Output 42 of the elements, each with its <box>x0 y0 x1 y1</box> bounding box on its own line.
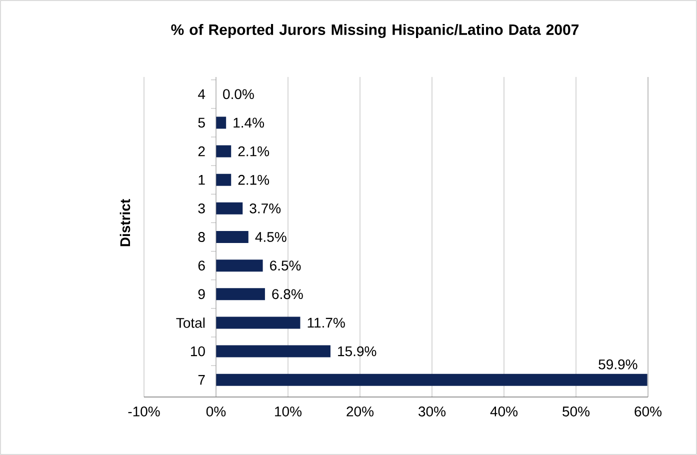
x-tick-label: 50% <box>562 406 590 416</box>
y-tick-label: 7 <box>198 375 205 385</box>
bar <box>216 316 300 329</box>
bar <box>216 231 248 243</box>
x-tick-label: 0% <box>206 406 226 416</box>
bar <box>216 202 243 214</box>
bar <box>216 174 232 186</box>
data-label: 4.5% <box>255 232 286 242</box>
chart-title: % of Reported Jurors Missing Hispanic/Latino Data 2007 <box>171 24 579 38</box>
data-label: 1.4% <box>234 118 264 128</box>
data-label: 59.9% <box>598 359 638 370</box>
y-tick-label: 5 <box>198 118 205 128</box>
x-tick-label: -10% <box>128 406 160 416</box>
bar <box>216 116 226 129</box>
y-tick-label: 9 <box>198 289 205 300</box>
data-label: 15.9% <box>338 346 376 356</box>
bar <box>216 345 330 358</box>
x-tick-label: 40% <box>490 406 518 416</box>
y-tick-label: 1 <box>198 175 205 185</box>
y-tick-label: 8 <box>198 232 205 242</box>
bar <box>216 260 263 272</box>
y-tick-label: 2 <box>198 146 205 156</box>
y-tick-label: 6 <box>198 260 205 271</box>
data-label: 0.0% <box>223 89 254 100</box>
data-label: 2.1% <box>238 174 270 185</box>
x-tick-label: 60% <box>634 406 662 416</box>
bar <box>216 374 648 386</box>
y-tick-label: 3 <box>198 203 205 214</box>
y-tick-label: 10 <box>190 346 205 356</box>
bar <box>216 288 265 300</box>
x-tick-label: 30% <box>418 406 446 416</box>
data-label: 6.8% <box>272 289 303 300</box>
x-tick-label: 10% <box>275 406 302 416</box>
data-label: 11.7% <box>308 318 345 328</box>
x-tick-label: 20% <box>346 406 374 416</box>
bar <box>216 145 232 158</box>
data-label: 2.1% <box>238 146 270 156</box>
y-tick-label: 4 <box>198 89 206 99</box>
data-label: 6.5% <box>270 260 301 271</box>
y-axis-title: District <box>120 199 130 246</box>
y-tick-label: Total <box>176 318 205 328</box>
data-label: 3.7% <box>250 203 281 214</box>
